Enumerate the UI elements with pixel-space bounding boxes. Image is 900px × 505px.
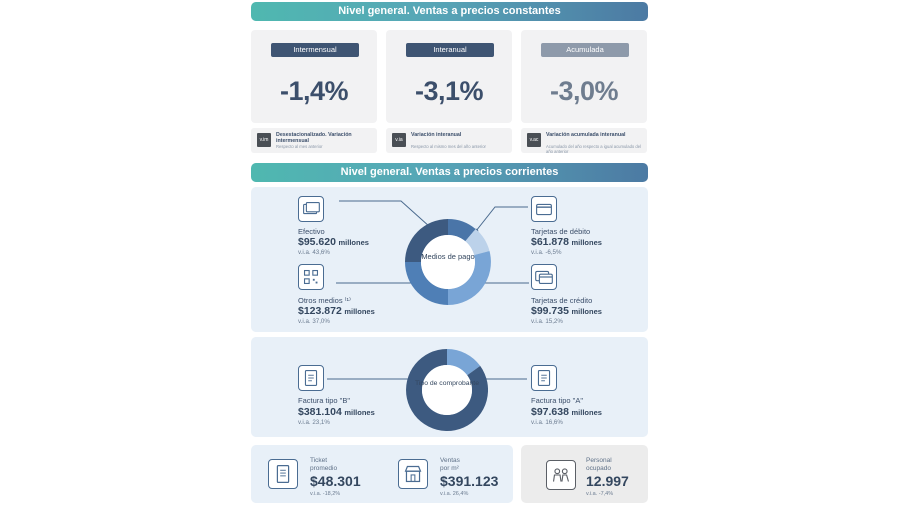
otros-amount: $123.872 millones xyxy=(298,305,375,317)
kpi-foot-intermensual: v.im Desestacionalizado. Variación inter… xyxy=(251,128,377,153)
debito-amount: $61.878 millones xyxy=(531,236,602,248)
kpi-badge-vac: v.ac xyxy=(527,133,541,147)
kpi-foot-sub: Acumulado del año respecto a igual acumu… xyxy=(546,144,641,154)
personal-via: v.i.a. -7,4% xyxy=(586,491,614,497)
ticket-value: $48.301 xyxy=(310,473,361,489)
credito-label: Tarjetas de crédito xyxy=(531,296,593,305)
ticket-via: v.i.a. -18,2% xyxy=(310,491,341,497)
credit-card-icon xyxy=(531,264,557,290)
constant-prices-banner: Nivel general. Ventas a precios constant… xyxy=(251,2,648,21)
donut-segment-credito-top xyxy=(448,218,476,242)
ventas-m2-value: $391.123 xyxy=(440,473,499,489)
donut-segment-factura-b xyxy=(406,349,489,431)
kpi-value-intermensual: -1,4% xyxy=(279,76,349,106)
kpi-foot-sub: Respecto al mismo mes del año anterior xyxy=(411,144,486,149)
factura-b-amount: $381.104 millones xyxy=(298,406,375,418)
efectivo-via: v.i.a. 43,6% xyxy=(298,249,330,256)
factura-b-via: v.i.a. 23,1% xyxy=(298,419,330,426)
kpi-value-acumulada: -3,0% xyxy=(549,76,619,106)
kpi-tag-interanual: Interanual xyxy=(406,43,494,57)
kpi-tag-acumulada: Acumulada xyxy=(541,43,629,57)
kpi-tag-intermensual: Intermensual xyxy=(271,43,359,57)
otros-via: v.i.a. 37,0% xyxy=(298,318,330,325)
efectivo-amount: $95.620 millones xyxy=(298,236,369,248)
invoice-b-icon xyxy=(298,365,324,391)
factura-a-amount: $97.638 millones xyxy=(531,406,602,418)
donut-segment-credito xyxy=(448,251,491,305)
debit-card-icon xyxy=(531,196,557,222)
payment-donut: Medios de pago xyxy=(405,218,491,305)
kpi-card-intermensual: Intermensual -1,4% xyxy=(251,30,377,123)
personal-card: Personal ocupado 12.997 v.i.a. -7,4% xyxy=(521,445,648,503)
payment-methods-panel: Medios de pago Efectivo $95.620 millones… xyxy=(251,187,648,332)
efectivo-label: Efectivo xyxy=(298,227,325,236)
store-icon xyxy=(398,459,428,489)
voucher-type-panel: Tipo de comprobante Factura tipo "B" $38… xyxy=(251,337,648,437)
kpi-badge-vim: v.im xyxy=(257,133,271,147)
debito-label: Tarjetas de débito xyxy=(531,227,591,236)
ticket-label: Ticket promedio xyxy=(310,457,338,472)
donut-segment-otros xyxy=(405,262,448,305)
debito-via: v.i.a. -6,5% xyxy=(531,249,562,256)
donut-segment-efectivo xyxy=(405,219,448,262)
kpi-foot-title: Variación acumulada interanual xyxy=(546,132,626,138)
kpi-foot-title: Variación interanual xyxy=(411,132,462,138)
kpi-foot-sub: Respecto al mes anterior xyxy=(276,144,323,149)
kpi-foot-interanual: v.ia Variación interanual Respecto al mi… xyxy=(386,128,512,153)
kpi-card-interanual: Interanual -3,1% xyxy=(386,30,512,123)
kpi-foot-title: Desestacionalizado. Variación intermensu… xyxy=(276,132,352,144)
personal-label: Personal ocupado xyxy=(586,457,612,472)
credito-amount: $99.735 millones xyxy=(531,305,602,317)
ventas-m2-label: Ventas por m² xyxy=(440,457,460,472)
people-icon xyxy=(546,460,576,490)
receipt-icon xyxy=(268,459,298,489)
qr-code-icon xyxy=(298,264,324,290)
kpi-card-acumulada: Acumulada -3,0% xyxy=(521,30,647,123)
invoice-a-icon xyxy=(531,365,557,391)
kpi-badge-via: v.ia xyxy=(392,133,406,147)
factura-a-via: v.i.a. 16,6% xyxy=(531,419,563,426)
payment-donut-label: Medios de pago xyxy=(421,252,475,261)
factura-a-label: Factura tipo "A" xyxy=(531,396,584,405)
otros-label: Otros medios ⁽¹⁾ xyxy=(298,296,351,305)
cash-icon xyxy=(298,196,324,222)
personal-value: 12.997 xyxy=(586,473,629,489)
voucher-donut-label: Tipo de comprobante xyxy=(415,380,479,387)
donut-segment-factura-a xyxy=(447,349,481,376)
kpi-foot-acumulada: v.ac Variación acumulada interanual Acum… xyxy=(521,128,647,154)
voucher-donut: Tipo de comprobante xyxy=(406,349,489,431)
kpi-value-interanual: -3,1% xyxy=(414,76,484,106)
ventas-m2-via: v.i.a. 26,4% xyxy=(440,491,469,497)
current-prices-banner: Nivel general. Ventas a precios corrient… xyxy=(251,163,648,182)
credito-via: v.i.a. 15,2% xyxy=(531,318,563,325)
factura-b-label: Factura tipo "B" xyxy=(298,396,351,405)
sales-metrics-card: Ticket promedio $48.301 v.i.a. -18,2% Ven… xyxy=(251,445,513,503)
